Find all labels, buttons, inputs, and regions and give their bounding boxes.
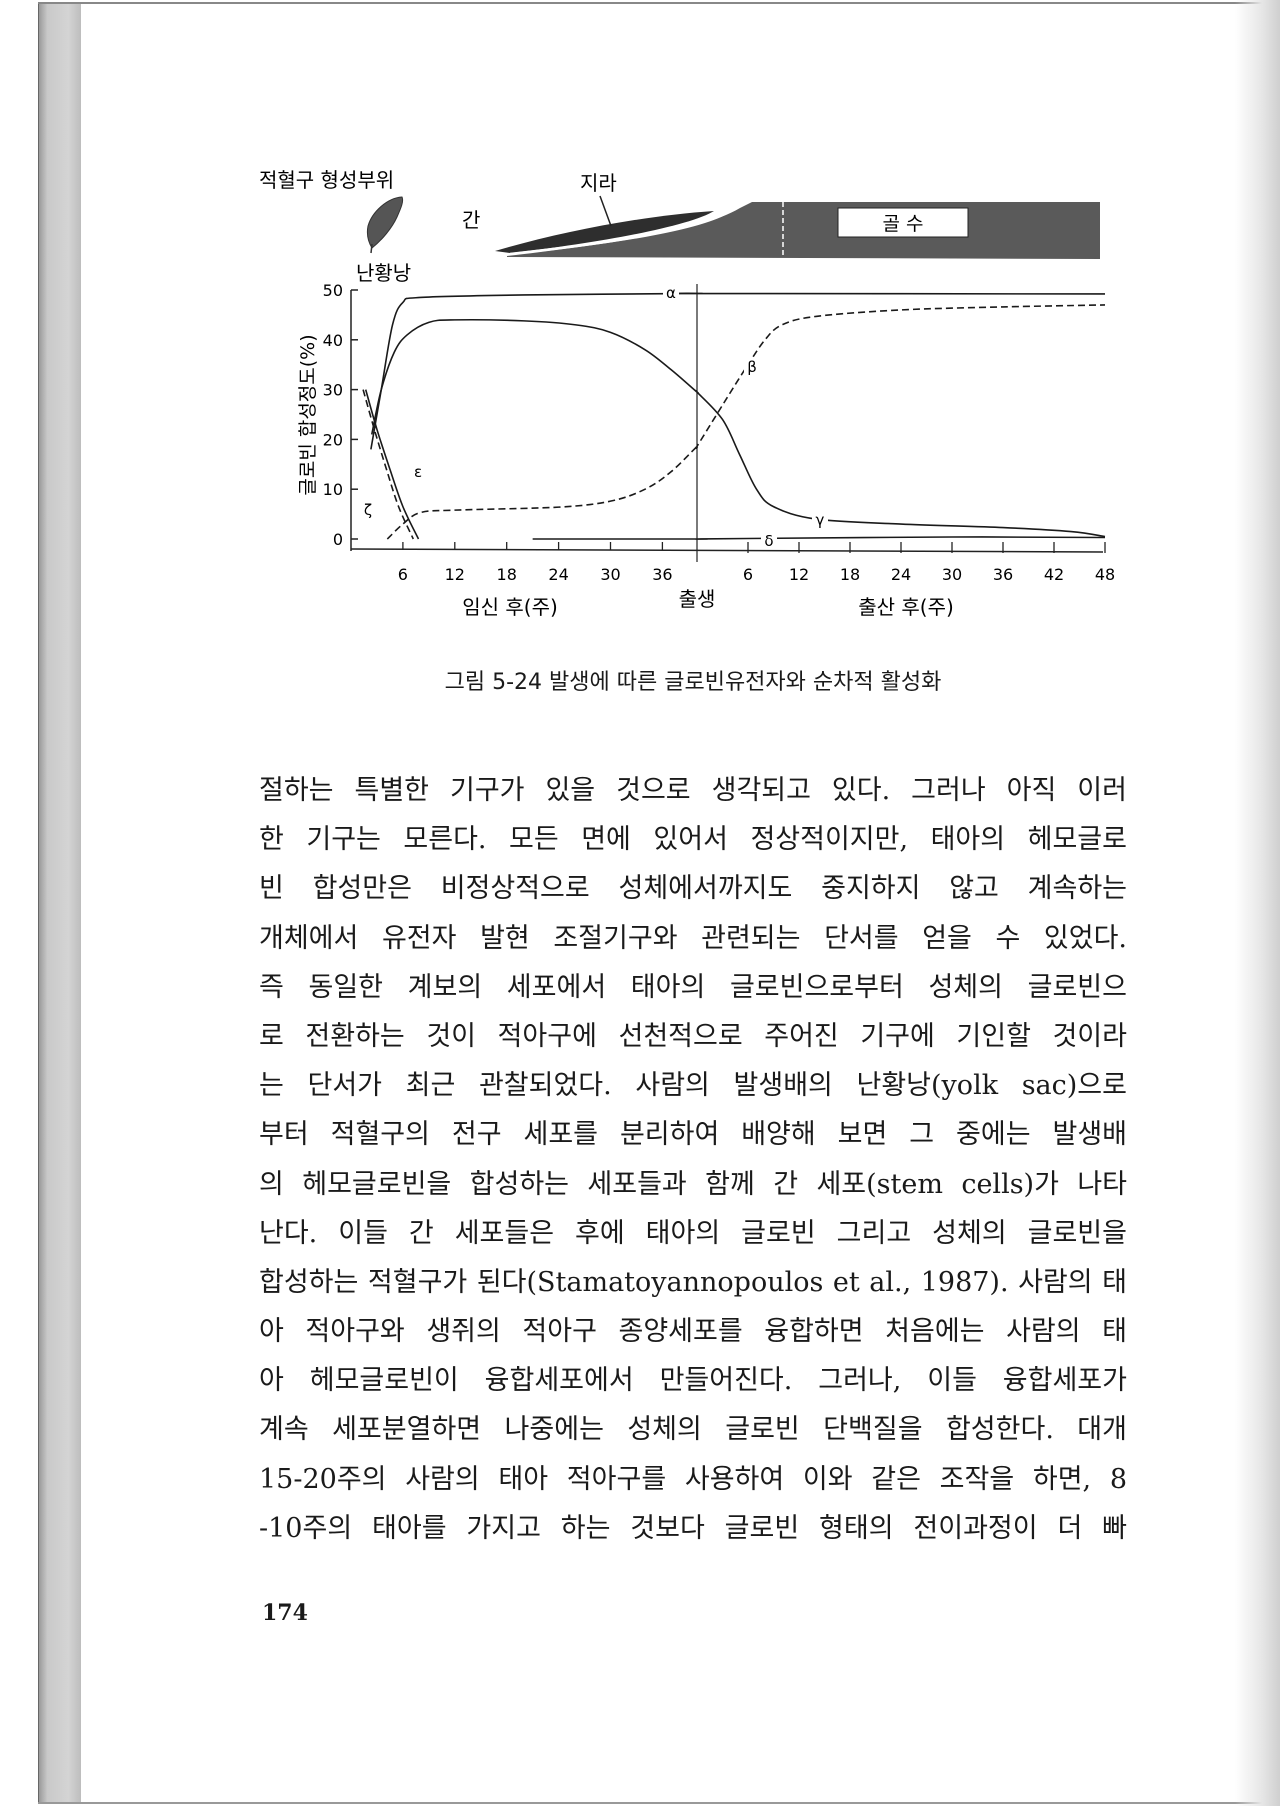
label-bone-marrow: 골 수 [883, 213, 924, 235]
body-line: 절하는 특별한 기구가 있을 것으로 생각되고 있다. 그러나 아직 이러 [259, 775, 1127, 806]
body-line: 계속 세포분열하면 나중에는 성체의 글로빈 단백질을 합성한다. 대개 [259, 1414, 1127, 1446]
body-line: 아 적아구와 생쥐의 적아구 종양세포를 융합하면 처음에는 사람의 태 [259, 1316, 1127, 1348]
series-line-0 [370, 292, 1106, 450]
label-spleen: 지라 [580, 171, 617, 195]
series-line-4 [362, 389, 415, 540]
divider-line [509, 209, 731, 256]
x-prenatal-tick-label: 36 [652, 565, 672, 584]
body-line: 난다. 이들 간 세포들은 후에 태아의 글로빈 그리고 성체의 글로빈을 [259, 1217, 1127, 1249]
series-label: ζ [364, 501, 372, 519]
series-label-bg [812, 511, 828, 527]
label-liver: 간 [462, 208, 480, 232]
series-line-1 [370, 319, 1106, 538]
x-axis [350, 548, 1104, 553]
series-label: α [666, 284, 676, 302]
x-prenatal-label: 임신 후(주) [462, 595, 558, 619]
body-line: 빈 합성만은 비정상적으로 성체에서까지도 중지하지 않고 계속하는 [259, 873, 1127, 905]
x-postnatal-label: 출산 후(주) [858, 595, 954, 619]
body-line: -10주의 태아를 가지고 하는 것보다 글로빈 형태의 전이과정이 더 빠 [259, 1512, 1127, 1544]
x-postnatal-tick-label: 48 [1095, 565, 1115, 584]
series-label: δ [764, 532, 773, 550]
series-label: ε [414, 463, 422, 481]
series-label-bg [410, 463, 426, 479]
body-line: 합성하는 적혈구가 된다(Stamatoyannopoulos et al., … [259, 1266, 1127, 1298]
yolk-sac-pointer [370, 243, 373, 254]
y-tick-label: 30 [323, 381, 343, 400]
figure-caption: 그림 5-24 발생에 따른 글로빈유전자와 순차적 활성화 [444, 670, 942, 695]
body-line: 의 헤모글로빈을 합성하는 세포들과 함께 간 세포(stem cells)가 … [259, 1168, 1127, 1200]
y-tick-label: 20 [323, 430, 343, 449]
bone-marrow-label-box [837, 207, 969, 238]
body-line: 즉 동일한 계보의 세포에서 태아의 글로빈으로부터 성체의 글로빈으 [259, 971, 1127, 1003]
series-label: γ [816, 511, 825, 529]
page-right-shadow [1235, 0, 1280, 1806]
page-top-edge [38, 2, 1280, 4]
globin-chart: 글로빈 합성정도(%) 임신 후(주) 출생 출산 후(주) 0 10 20 30 40… [297, 281, 1115, 619]
y-tick-label: 0 [333, 530, 343, 549]
page-number: 174 [262, 1600, 308, 1626]
x-prenatal-tick-label: 6 [398, 565, 408, 584]
y-axis-label: 글로빈 합성정도(%) [297, 334, 319, 495]
yolk-sac-shape [366, 196, 404, 249]
body-line: 부터 적혈구의 전구 세포를 분리하여 배양해 보면 그 중에는 발생배 [259, 1119, 1127, 1151]
body-line: 는 단서가 최근 관찰되었다. 사람의 발생배의 난황낭(yolk sac)으로 [259, 1070, 1127, 1102]
series-line-5 [532, 536, 1106, 540]
x-postnatal-tick-label: 6 [743, 565, 753, 584]
x-birth-label: 출생 [679, 587, 716, 611]
page-bottom-edge [38, 1802, 1280, 1804]
x-prenatal-tick-label: 18 [497, 565, 517, 584]
spleen-shape [495, 211, 714, 253]
body-line: 아 헤모글로빈이 융합세포에서 만들어진다. 그러나, 이들 융합세포가 [259, 1365, 1127, 1397]
x-postnatal-tick-label: 36 [993, 565, 1013, 584]
body-line: 한 기구는 모른다. 모든 면에 있어서 정상적이지만, 태아의 헤모글로 [259, 824, 1127, 856]
series-label-bg [360, 501, 376, 517]
y-tick-label: 10 [323, 480, 343, 499]
x-prenatal-tick-label: 12 [445, 565, 465, 584]
x-postnatal-tick-label: 42 [1044, 565, 1064, 584]
erythropoiesis-diagram: 적혈구 형성부위 난황낭 간 지라 골 수 [259, 168, 1100, 285]
series-label-bg [744, 358, 760, 374]
body-line: 개체에서 유전자 발현 조절기구와 관련되는 단서를 얻을 수 있었다. [259, 922, 1127, 954]
body-line: 로 전환하는 것이 적아구에 선천적으로 주어진 기구에 기인할 것이라 [259, 1020, 1127, 1052]
label-erythropoiesis-site: 적혈구 형성부위 [259, 168, 394, 192]
body-line: 15-20주의 사람의 태아 적아구를 사용하여 이와 같은 조작을 하면, 8 [259, 1463, 1127, 1495]
label-yolk-sac: 난황낭 [356, 261, 411, 285]
series-label-bg [663, 284, 679, 300]
x-postnatal-tick-label: 12 [789, 565, 809, 584]
y-tick-label: 40 [323, 331, 343, 350]
series-label-bg [761, 532, 777, 548]
book-binding-edge [38, 4, 81, 1802]
series-line-2 [386, 304, 1106, 540]
spleen-pointer [599, 195, 612, 227]
series-line-3 [364, 389, 420, 540]
x-postnatal-tick-label: 30 [942, 565, 962, 584]
y-tick-label: 50 [323, 281, 343, 300]
x-prenatal-tick-label: 30 [600, 565, 620, 584]
x-prenatal-tick-label: 24 [548, 565, 568, 584]
x-postnatal-tick-label: 18 [840, 565, 860, 584]
x-postnatal-tick-label: 24 [891, 565, 911, 584]
series-label: β [747, 358, 757, 376]
